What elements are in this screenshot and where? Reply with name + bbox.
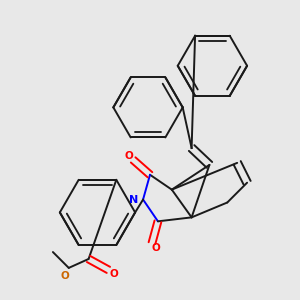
Text: O: O bbox=[110, 269, 119, 279]
Text: O: O bbox=[125, 151, 134, 161]
Text: O: O bbox=[152, 243, 160, 253]
Text: N: N bbox=[128, 194, 138, 205]
Text: O: O bbox=[60, 271, 69, 281]
